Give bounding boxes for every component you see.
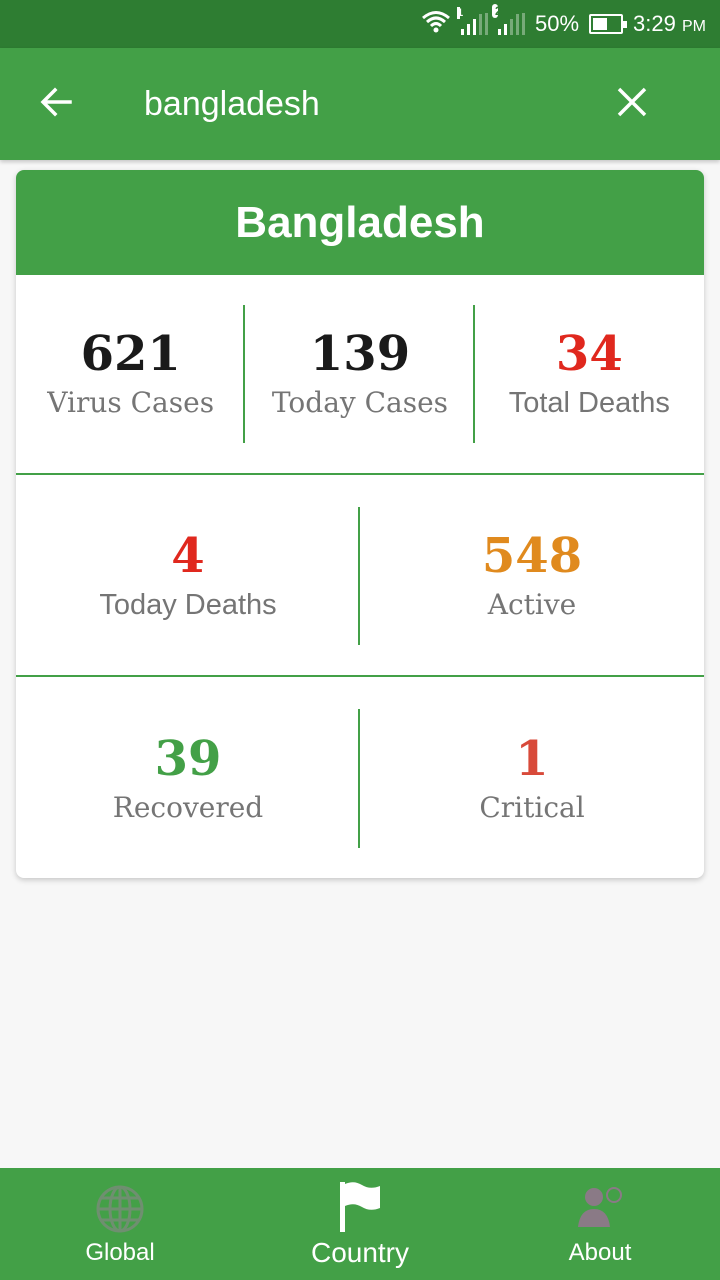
stat-active: 548 Active [360,477,704,675]
card-header: Bangladesh [16,170,704,275]
stat-recovered: 39 Recovered [16,679,360,878]
status-bar: 1 2 50% 3:29 PM [0,0,720,48]
critical-label: Critical [479,790,585,824]
search-input[interactable] [144,78,584,130]
critical-value: 1 [515,730,549,787]
recovered-label: Recovered [112,790,264,824]
today-cases-value: 139 [309,326,411,382]
active-value: 548 [481,528,583,584]
clock-ampm: PM [682,18,706,35]
stat-critical: 1 Critical [360,679,704,878]
battery-icon [589,14,628,34]
back-button[interactable] [32,80,80,128]
globe-icon [94,1181,146,1237]
flag-icon [338,1179,382,1235]
wifi-icon [421,9,451,40]
battery-percent: 50% [535,11,580,36]
total-deaths-value: 34 [555,326,623,382]
nav-country[interactable]: Country [240,1168,480,1280]
stats-row: 39 Recovered 1 Critical [16,679,704,878]
stat-today-deaths: 4 Today Deaths [16,477,360,675]
sim1-label: 1 [457,7,464,19]
signal-icon: 2 [492,4,525,35]
bottom-navigation: Global Country About [0,1168,720,1280]
stat-today-cases: 139 Today Cases [245,275,475,473]
clock-time: 3:29 [633,11,676,36]
nav-about[interactable]: About [480,1168,720,1280]
active-label: Active [487,588,577,621]
today-deaths-value: 4 [171,528,205,584]
person-icon [572,1181,628,1237]
arrow-left-icon [38,84,74,125]
today-deaths-label: Today Deaths [99,589,277,621]
clock: 3:29 PM [633,11,706,37]
nav-country-label: Country [310,1237,410,1268]
nav-about-label: About [568,1239,632,1266]
sim2-label: 2 [492,4,502,18]
recovered-value: 39 [154,730,222,787]
close-icon [616,86,648,123]
nav-global[interactable]: Global [0,1168,240,1280]
nav-global-label: Global [85,1239,155,1266]
stats-row: 4 Today Deaths 548 Active [16,477,704,677]
country-title: Bangladesh [235,197,485,247]
total-deaths-label: Total Deaths [508,387,670,419]
virus-cases-value: 621 [80,326,181,382]
app-bar [0,48,720,160]
stat-virus-cases: 621 Virus Cases [16,275,246,473]
clear-search-button[interactable] [608,80,656,128]
virus-cases-label: Virus Cases [47,386,215,419]
stats-row: 621 Virus Cases 139 Today Cases 34 Total… [16,275,704,475]
signal-icon: 1 [457,7,488,35]
today-cases-label: Today Cases [271,386,449,419]
stat-total-deaths: 34 Total Deaths [475,275,704,473]
country-stats-card: Bangladesh 621 Virus Cases 139 Today Cas… [16,170,704,878]
